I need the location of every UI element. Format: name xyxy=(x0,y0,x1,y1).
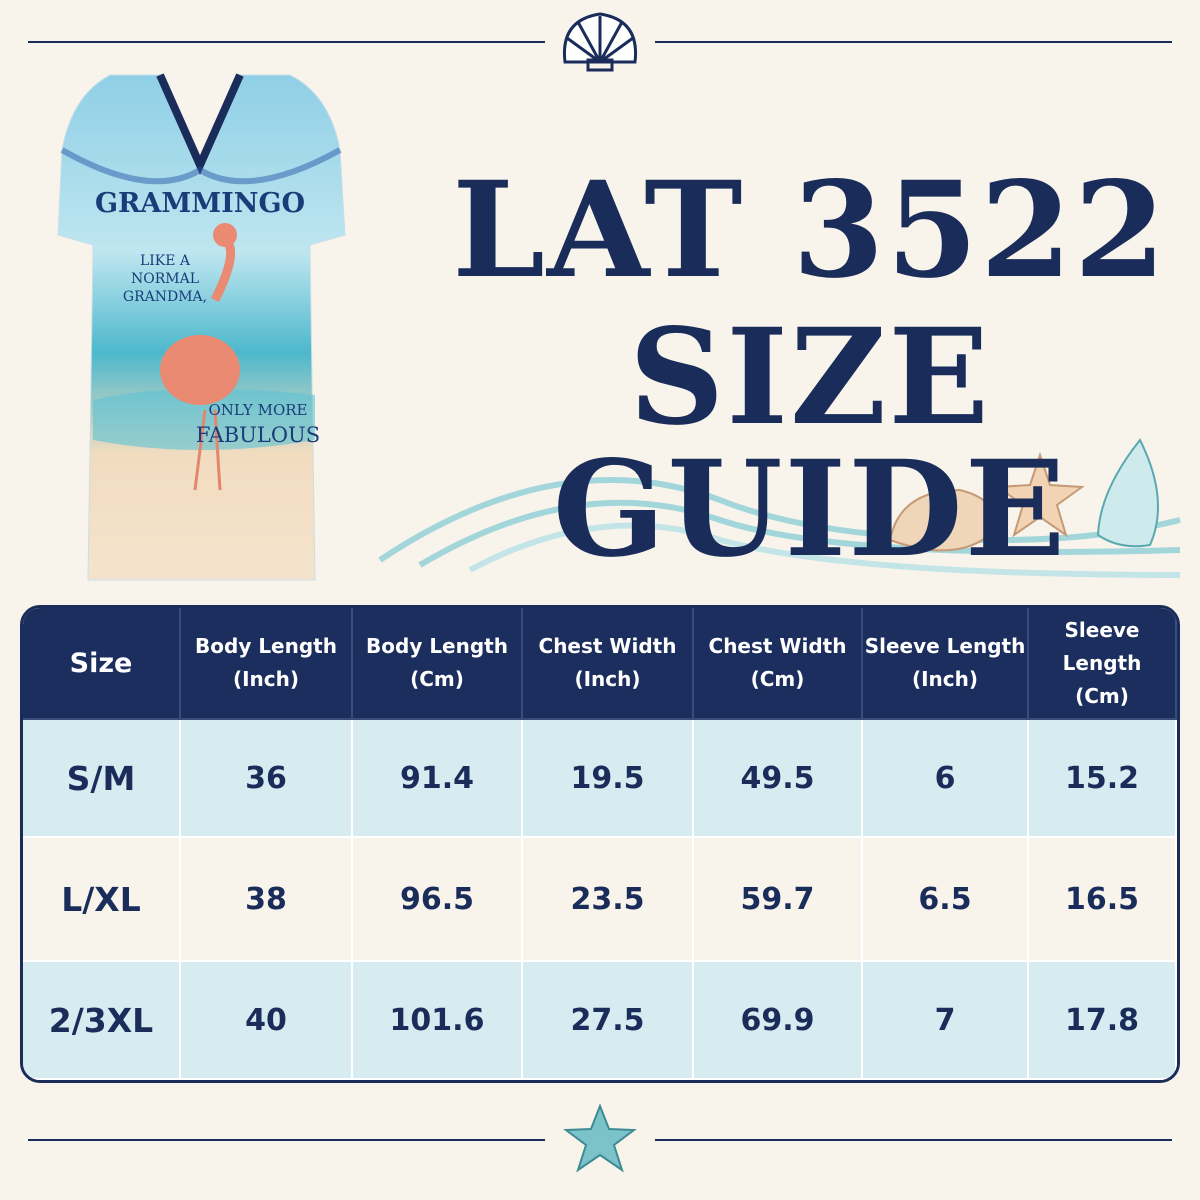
size-label: 2/3XL xyxy=(23,962,181,1080)
cell-text: 96.5 xyxy=(399,881,475,917)
header-cell: Body Length (Cm) xyxy=(353,608,523,720)
tagline: GRANDMA, xyxy=(123,289,207,305)
size-label: L/XL xyxy=(23,838,181,962)
header-unit: (Cm) xyxy=(1075,683,1129,708)
measurement: 69.9 xyxy=(694,962,863,1080)
cell-text: S/M xyxy=(66,758,136,798)
cell-text: 59.7 xyxy=(740,881,815,917)
cell-text: 6 xyxy=(934,760,956,796)
cell-text: 17.8 xyxy=(1064,1002,1140,1038)
cell-text: 27.5 xyxy=(570,1002,645,1038)
header-name: Size xyxy=(69,647,133,679)
header-unit: (Cm) xyxy=(410,667,464,691)
cell-text: L/XL xyxy=(61,879,141,919)
measurement: 40 xyxy=(181,962,353,1080)
measurement: 91.4 xyxy=(353,720,523,838)
measurement: 96.5 xyxy=(353,838,523,962)
measurement: 36 xyxy=(181,720,353,838)
header-unit: (Inch) xyxy=(911,667,979,691)
header-cell: Chest Width (Cm) xyxy=(694,608,863,720)
size-label: S/M xyxy=(23,720,181,838)
tagline: LIKE A xyxy=(140,253,191,269)
cell-text: 40 xyxy=(245,1002,287,1038)
measurement: 38 xyxy=(181,838,353,962)
tagline: NORMAL xyxy=(131,271,199,287)
cell-text: 101.6 xyxy=(389,1002,485,1038)
header-cell: Sleeve Length (Inch) xyxy=(863,608,1029,720)
cell-text: 91.4 xyxy=(399,760,475,796)
brand: GRAMMINGO xyxy=(95,188,305,219)
header-name: Body Length xyxy=(195,634,337,658)
measurement: 49.5 xyxy=(694,720,863,838)
header-cell: Sleeve Length (Cm) xyxy=(1029,608,1177,720)
header-name: Chest Width xyxy=(538,634,677,658)
header-unit: (Inch) xyxy=(232,667,300,691)
header-cell: Size xyxy=(23,608,181,720)
shells xyxy=(888,438,1159,552)
cell-text: 7 xyxy=(934,1002,956,1038)
measurement: 101.6 xyxy=(353,962,523,1080)
header-name: Body Length xyxy=(366,634,508,658)
cell-text: 16.5 xyxy=(1064,881,1140,917)
header-unit: (Inch) xyxy=(574,667,641,691)
measurement: 7 xyxy=(863,962,1029,1080)
cell-text: 69.9 xyxy=(740,1002,815,1038)
header-unit: (Cm) xyxy=(750,667,805,691)
header-name: Sleeve Length xyxy=(1062,617,1142,675)
measurement: 23.5 xyxy=(523,838,694,962)
shell-icon xyxy=(562,12,638,72)
measurement: 6 xyxy=(863,720,1029,838)
size-table: Size Body Length (Inch) Body Length (Cm) Ches… xyxy=(20,605,1180,1083)
cell-text: 23.5 xyxy=(570,881,645,917)
title: SIZE GUIDE xyxy=(552,300,1068,587)
cell-text: 6.5 xyxy=(918,881,972,917)
header-cell: Body Length (Inch) xyxy=(181,608,353,720)
measurement: 16.5 xyxy=(1029,838,1177,962)
cell-text: 15.2 xyxy=(1064,760,1140,796)
title: LAT 3522 xyxy=(452,153,1168,308)
header-name: Sleeve Length xyxy=(864,634,1026,658)
tagline: ONLY MORE xyxy=(209,401,308,419)
measurement: 27.5 xyxy=(523,962,694,1080)
cell-text: 19.5 xyxy=(570,760,645,796)
starfish-icon xyxy=(563,1103,637,1173)
measurement: 59.7 xyxy=(694,838,863,962)
measurement: 17.8 xyxy=(1029,962,1177,1080)
cell-text: 2/3XL xyxy=(48,1000,154,1040)
header-cell: Chest Width (Inch) xyxy=(523,608,694,720)
cell-text: 38 xyxy=(245,881,287,917)
tagline: FABULOUS xyxy=(196,423,320,447)
cell-text: 36 xyxy=(245,760,287,796)
measurement: 15.2 xyxy=(1029,720,1177,838)
measurement: 6.5 xyxy=(863,838,1029,962)
dress: GRAMMINGO LIKE A NORMAL GRANDMA, ONLY MO… xyxy=(57,73,346,581)
waves xyxy=(378,477,1181,578)
measurement: 19.5 xyxy=(523,720,694,838)
header-name: Chest Width xyxy=(708,634,847,658)
cell-text: 49.5 xyxy=(740,760,815,796)
